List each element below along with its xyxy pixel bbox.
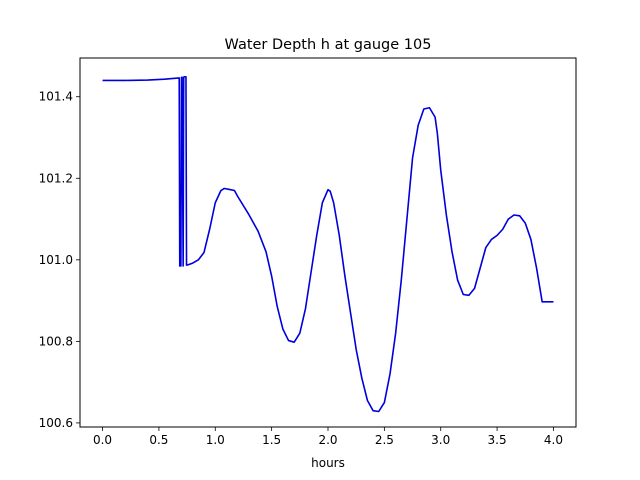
y-tick-label: 100.6 — [39, 416, 73, 430]
x-axis-ticks: 0.0 0.5 1.0 1.5 2.0 2.5 3.0 3.5 4.0 — [93, 427, 563, 447]
x-tick-label: 0.5 — [149, 433, 168, 447]
chart-title: Water Depth h at gauge 105 — [225, 37, 432, 53]
y-tick-label: 100.8 — [39, 334, 73, 348]
y-tick-label: 101.0 — [39, 253, 73, 267]
x-tick-label: 0.0 — [93, 433, 112, 447]
x-tick-label: 1.0 — [206, 433, 225, 447]
x-tick-label: 4.0 — [544, 433, 563, 447]
plot-area — [80, 58, 576, 427]
x-tick-label: 3.0 — [431, 433, 450, 447]
x-tick-label: 2.5 — [375, 433, 394, 447]
plot-frame — [79, 57, 577, 428]
series-layer — [102, 75, 554, 413]
x-tick-label: 1.5 — [262, 433, 281, 447]
series-line-0 — [102, 75, 554, 413]
x-axis-label: hours — [311, 456, 345, 470]
y-tick-label: 101.2 — [39, 171, 73, 185]
y-tick-label: 101.4 — [39, 90, 73, 104]
y-axis-ticks: 100.6 100.8 101.0 101.2 101.4 — [39, 90, 80, 430]
x-tick-label: 3.5 — [488, 433, 507, 447]
x-tick-label: 2.0 — [318, 433, 337, 447]
